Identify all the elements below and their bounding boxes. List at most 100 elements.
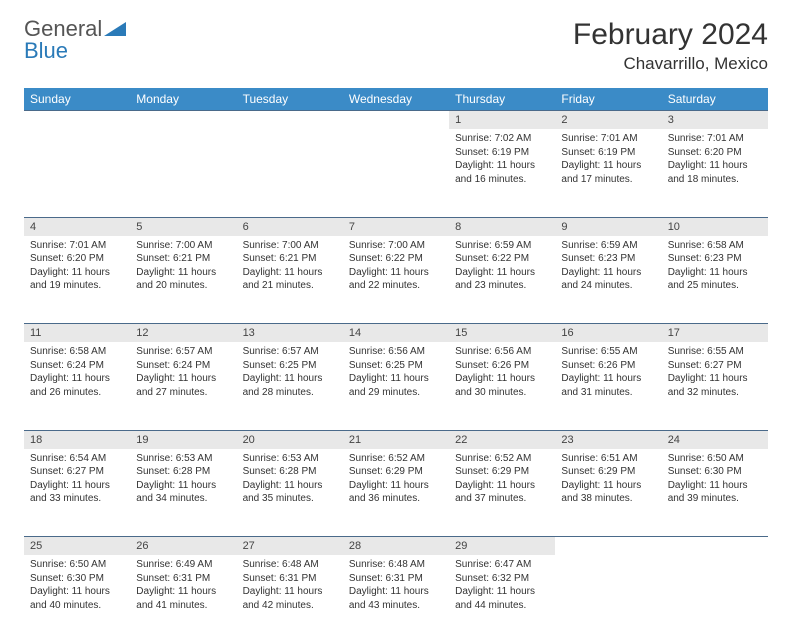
day-sr: Sunrise: 6:58 AM [30, 345, 124, 359]
day-number-cell [237, 111, 343, 130]
day-d2: and 24 minutes. [561, 279, 655, 293]
day-number-cell: 7 [343, 217, 449, 236]
day-d2: and 26 minutes. [30, 386, 124, 400]
day-content-cell: Sunrise: 6:55 AMSunset: 6:26 PMDaylight:… [555, 342, 661, 430]
day-ss: Sunset: 6:20 PM [668, 146, 762, 160]
day-d1: Daylight: 11 hours [243, 372, 337, 386]
day-number-cell: 29 [449, 537, 555, 556]
day-ss: Sunset: 6:22 PM [349, 252, 443, 266]
day-sr: Sunrise: 6:50 AM [30, 558, 124, 572]
day-d1: Daylight: 11 hours [136, 479, 230, 493]
day-number-cell: 17 [662, 324, 768, 343]
day-content-cell: Sunrise: 7:01 AMSunset: 6:19 PMDaylight:… [555, 129, 661, 217]
day-ss: Sunset: 6:31 PM [243, 572, 337, 586]
day-d1: Daylight: 11 hours [30, 585, 124, 599]
day-content-cell: Sunrise: 7:00 AMSunset: 6:22 PMDaylight:… [343, 236, 449, 324]
logo: General Blue [24, 18, 126, 62]
day-content-cell: Sunrise: 6:53 AMSunset: 6:28 PMDaylight:… [130, 449, 236, 537]
day-content-cell: Sunrise: 6:50 AMSunset: 6:30 PMDaylight:… [24, 555, 130, 643]
day-d2: and 39 minutes. [668, 492, 762, 506]
day-d2: and 43 minutes. [349, 599, 443, 613]
day-ss: Sunset: 6:26 PM [561, 359, 655, 373]
day-d1: Daylight: 11 hours [243, 585, 337, 599]
day-content-cell: Sunrise: 6:57 AMSunset: 6:25 PMDaylight:… [237, 342, 343, 430]
weekday-header: Monday [130, 88, 236, 111]
day-ss: Sunset: 6:28 PM [136, 465, 230, 479]
day-d2: and 22 minutes. [349, 279, 443, 293]
day-sr: Sunrise: 7:00 AM [136, 239, 230, 253]
calendar-body: 123Sunrise: 7:02 AMSunset: 6:19 PMDaylig… [24, 111, 768, 643]
day-sr: Sunrise: 6:53 AM [243, 452, 337, 466]
daynum-row: 123 [24, 111, 768, 130]
day-sr: Sunrise: 6:59 AM [561, 239, 655, 253]
day-d2: and 20 minutes. [136, 279, 230, 293]
day-content-cell: Sunrise: 6:59 AMSunset: 6:22 PMDaylight:… [449, 236, 555, 324]
day-d2: and 38 minutes. [561, 492, 655, 506]
day-d1: Daylight: 11 hours [455, 266, 549, 280]
day-ss: Sunset: 6:25 PM [243, 359, 337, 373]
day-d2: and 28 minutes. [243, 386, 337, 400]
day-sr: Sunrise: 6:49 AM [136, 558, 230, 572]
day-number-cell: 19 [130, 430, 236, 449]
day-d2: and 42 minutes. [243, 599, 337, 613]
day-content-cell: Sunrise: 6:53 AMSunset: 6:28 PMDaylight:… [237, 449, 343, 537]
day-ss: Sunset: 6:27 PM [668, 359, 762, 373]
day-content-cell: Sunrise: 6:56 AMSunset: 6:26 PMDaylight:… [449, 342, 555, 430]
day-ss: Sunset: 6:26 PM [455, 359, 549, 373]
day-d2: and 25 minutes. [668, 279, 762, 293]
day-d2: and 16 minutes. [455, 173, 549, 187]
calendar-table: Sunday Monday Tuesday Wednesday Thursday… [24, 88, 768, 643]
content-row: Sunrise: 7:01 AMSunset: 6:20 PMDaylight:… [24, 236, 768, 324]
day-ss: Sunset: 6:30 PM [30, 572, 124, 586]
day-sr: Sunrise: 6:56 AM [455, 345, 549, 359]
day-d1: Daylight: 11 hours [668, 479, 762, 493]
day-sr: Sunrise: 7:02 AM [455, 132, 549, 146]
day-d1: Daylight: 11 hours [136, 372, 230, 386]
day-sr: Sunrise: 6:59 AM [455, 239, 549, 253]
day-sr: Sunrise: 6:52 AM [455, 452, 549, 466]
day-sr: Sunrise: 6:57 AM [136, 345, 230, 359]
day-number-cell: 16 [555, 324, 661, 343]
day-number-cell: 12 [130, 324, 236, 343]
logo-text-2: Blue [24, 38, 68, 63]
weekday-header: Thursday [449, 88, 555, 111]
location: Chavarrillo, Mexico [573, 54, 768, 74]
day-d1: Daylight: 11 hours [30, 266, 124, 280]
day-d1: Daylight: 11 hours [455, 585, 549, 599]
day-d2: and 32 minutes. [668, 386, 762, 400]
day-ss: Sunset: 6:19 PM [455, 146, 549, 160]
day-d2: and 21 minutes. [243, 279, 337, 293]
day-d1: Daylight: 11 hours [349, 372, 443, 386]
day-content-cell [343, 129, 449, 217]
day-sr: Sunrise: 6:55 AM [668, 345, 762, 359]
day-sr: Sunrise: 6:53 AM [136, 452, 230, 466]
day-number-cell [662, 537, 768, 556]
day-number-cell: 18 [24, 430, 130, 449]
day-number-cell [24, 111, 130, 130]
day-sr: Sunrise: 6:57 AM [243, 345, 337, 359]
day-ss: Sunset: 6:29 PM [561, 465, 655, 479]
day-number-cell [343, 111, 449, 130]
day-number-cell: 23 [555, 430, 661, 449]
day-d1: Daylight: 11 hours [243, 266, 337, 280]
day-content-cell: Sunrise: 6:58 AMSunset: 6:24 PMDaylight:… [24, 342, 130, 430]
day-ss: Sunset: 6:31 PM [349, 572, 443, 586]
day-sr: Sunrise: 7:00 AM [349, 239, 443, 253]
day-number-cell: 22 [449, 430, 555, 449]
content-row: Sunrise: 6:54 AMSunset: 6:27 PMDaylight:… [24, 449, 768, 537]
day-number-cell: 24 [662, 430, 768, 449]
day-content-cell: Sunrise: 6:57 AMSunset: 6:24 PMDaylight:… [130, 342, 236, 430]
day-ss: Sunset: 6:20 PM [30, 252, 124, 266]
day-sr: Sunrise: 6:50 AM [668, 452, 762, 466]
day-number-cell: 28 [343, 537, 449, 556]
day-ss: Sunset: 6:19 PM [561, 146, 655, 160]
day-number-cell: 3 [662, 111, 768, 130]
day-number-cell [130, 111, 236, 130]
day-ss: Sunset: 6:25 PM [349, 359, 443, 373]
logo-text-block: General Blue [24, 18, 126, 62]
weekday-header: Saturday [662, 88, 768, 111]
day-d1: Daylight: 11 hours [561, 266, 655, 280]
day-number-cell: 26 [130, 537, 236, 556]
day-ss: Sunset: 6:29 PM [349, 465, 443, 479]
day-content-cell [24, 129, 130, 217]
